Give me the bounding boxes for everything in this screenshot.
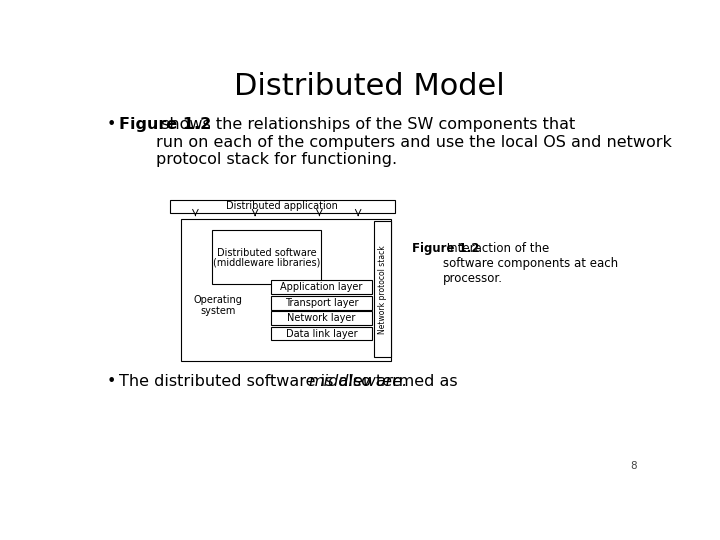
Text: •: •: [107, 117, 117, 132]
Text: shows the relationships of the SW components that
run on each of the computers a: shows the relationships of the SW compon…: [156, 117, 672, 167]
Bar: [271, 327, 372, 340]
Text: Network protocol stack: Network protocol stack: [378, 245, 387, 334]
Bar: [212, 231, 321, 284]
Bar: [271, 311, 372, 325]
Text: Operating
system: Operating system: [194, 295, 243, 316]
Bar: [170, 200, 395, 213]
Text: 8: 8: [631, 461, 637, 471]
Text: Distributed software: Distributed software: [217, 248, 317, 258]
Text: middleware.: middleware.: [309, 374, 408, 389]
Bar: [271, 280, 372, 294]
Text: Data link layer: Data link layer: [286, 328, 357, 339]
Text: Application layer: Application layer: [280, 282, 363, 292]
Text: The distributed software is also termed as: The distributed software is also termed …: [120, 374, 463, 389]
Bar: [181, 219, 391, 361]
Bar: [374, 221, 391, 357]
Text: Figure 1.2: Figure 1.2: [120, 117, 212, 132]
Text: Distributed Model: Distributed Model: [233, 72, 505, 101]
Text: Transport layer: Transport layer: [284, 298, 358, 308]
Text: Figure 1.2: Figure 1.2: [412, 242, 479, 255]
Text: •: •: [107, 374, 117, 389]
Bar: [271, 296, 372, 309]
Text: Network layer: Network layer: [287, 313, 356, 323]
Text: (middleware libraries): (middleware libraries): [213, 258, 320, 268]
Text: Distributed application: Distributed application: [226, 201, 338, 212]
Text: Interaction of the
software components at each
processor.: Interaction of the software components a…: [443, 242, 618, 285]
